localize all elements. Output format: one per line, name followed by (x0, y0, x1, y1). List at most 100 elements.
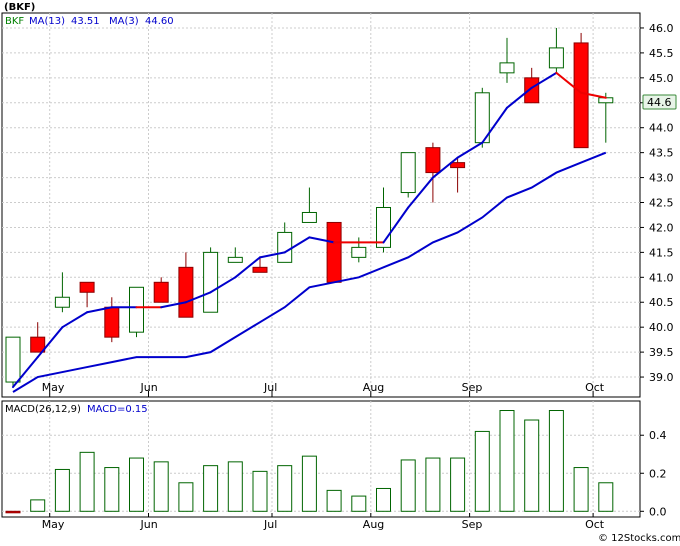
candle-body (400, 152, 416, 194)
legend-symbol: BKF (5, 16, 24, 27)
macd-y-axis: 0.0 0.2 0.4 (640, 429, 667, 518)
price-x-tick-label: Jul (263, 381, 277, 394)
candle-body (326, 221, 342, 283)
candle (499, 37, 515, 83)
price-y-tick-label: 40.5 (649, 296, 674, 309)
ma3-segment (61, 311, 89, 329)
macd-bar (79, 451, 95, 512)
macd-bar (178, 482, 194, 512)
macd-bar (104, 467, 120, 512)
candle (326, 221, 342, 283)
candle-body (499, 62, 515, 74)
macd-x-tick-label: May (42, 518, 65, 531)
candle-body (548, 47, 564, 69)
macd-bar (203, 465, 219, 512)
ma3-segment (530, 71, 558, 89)
ma3-segment (283, 236, 311, 254)
macd-x-tick-label: Oct (585, 518, 605, 531)
ma13-line (12, 151, 607, 393)
legend-ma13-value: 43.51 (71, 16, 100, 27)
candle (573, 32, 589, 149)
ma3-segment (36, 326, 64, 359)
macd-bar (474, 430, 490, 512)
price-x-tick-label: May (42, 381, 65, 394)
candle (178, 252, 194, 318)
candle-body (153, 281, 169, 303)
price-y-tick-label: 41.5 (649, 246, 674, 259)
macd-legend: MACD(26,12,9) MACD=0.15 (5, 404, 148, 415)
ticker-title: (BKF) (4, 2, 35, 13)
candle (301, 187, 317, 223)
ma3-segment (234, 256, 261, 279)
ma3-segment (12, 356, 39, 389)
candle (450, 157, 466, 193)
macd-bar (129, 457, 144, 512)
price-y-tick-label: 39.5 (649, 346, 674, 359)
macd-grid (2, 401, 640, 517)
price-y-tick-label: 44.0 (649, 122, 674, 135)
macd-bar (5, 510, 21, 514)
candle-body (351, 246, 367, 258)
candle (474, 87, 490, 148)
price-y-tick-label: 45.0 (649, 72, 674, 85)
candle (548, 27, 564, 73)
candle-body (227, 256, 243, 263)
credit-text: © 12Stocks.com (598, 533, 680, 544)
macd-x-tick-label: Jul (263, 518, 277, 531)
macd-bar (425, 457, 441, 512)
candle (227, 247, 243, 263)
price-panel (1, 12, 641, 398)
candle-body (301, 211, 317, 223)
price-y-tick-label: 46.0 (649, 22, 674, 35)
ma3-segment (184, 291, 212, 304)
macd-bar (548, 410, 564, 512)
candle (5, 336, 21, 388)
legend-ma3-label: MA(3) (109, 16, 139, 27)
macd-x-tick-label: Sep (462, 518, 483, 531)
macd-bar (598, 482, 614, 512)
price-x-axis: May Jun Jul Aug Sep Oct (42, 381, 605, 397)
candle (153, 277, 169, 303)
macd-y-tick-label: 0.4 (649, 429, 667, 442)
candle-body (30, 336, 46, 353)
ma3-segment (308, 236, 336, 244)
candle-body (54, 296, 70, 308)
macd-bar (252, 470, 268, 512)
ma3-segment (259, 251, 286, 259)
macd-bar (227, 461, 243, 512)
ma3-segment (481, 106, 508, 144)
macd-panel (1, 400, 641, 518)
price-y-tick-label: 43.5 (649, 147, 674, 160)
candle-body (178, 266, 194, 318)
price-y-tick-label: 45.5 (649, 47, 674, 60)
macd-bar (54, 468, 70, 512)
price-y-tick-label: 42.0 (649, 221, 674, 234)
macd-bar (573, 467, 589, 512)
macd-bar (499, 410, 515, 512)
ma3-segment (86, 306, 113, 314)
ma3-segment (456, 141, 484, 159)
ma3-segment (431, 156, 459, 179)
macd-bar (351, 495, 367, 512)
candle (252, 257, 268, 273)
macd-title: MACD(26,12,9) (5, 404, 81, 415)
macd-x-tick-label: Aug (363, 518, 384, 531)
macd-x-tick-label: Jun (140, 518, 158, 531)
candle-body (5, 336, 21, 383)
candle (277, 222, 293, 263)
price-y-tick-label: 42.5 (649, 197, 674, 210)
legend-ma13-label: MA(13) (29, 16, 65, 27)
price-legend: BKF MA(13) 43.51 MA(3) 44.60 (5, 16, 174, 27)
moving-average-lines (12, 71, 607, 393)
candle (129, 286, 144, 338)
price-y-tick-label: 40.0 (649, 321, 674, 334)
price-y-tick-label: 43.0 (649, 172, 674, 185)
ma3-segment (382, 206, 410, 244)
ma3-segment (580, 91, 607, 99)
candle (54, 272, 70, 313)
price-y-tick-label: 39.0 (649, 371, 674, 384)
price-grid (2, 13, 640, 397)
macd-bar (30, 499, 46, 512)
price-y-tick-label: 41.0 (649, 271, 674, 284)
candle-body (524, 77, 540, 104)
